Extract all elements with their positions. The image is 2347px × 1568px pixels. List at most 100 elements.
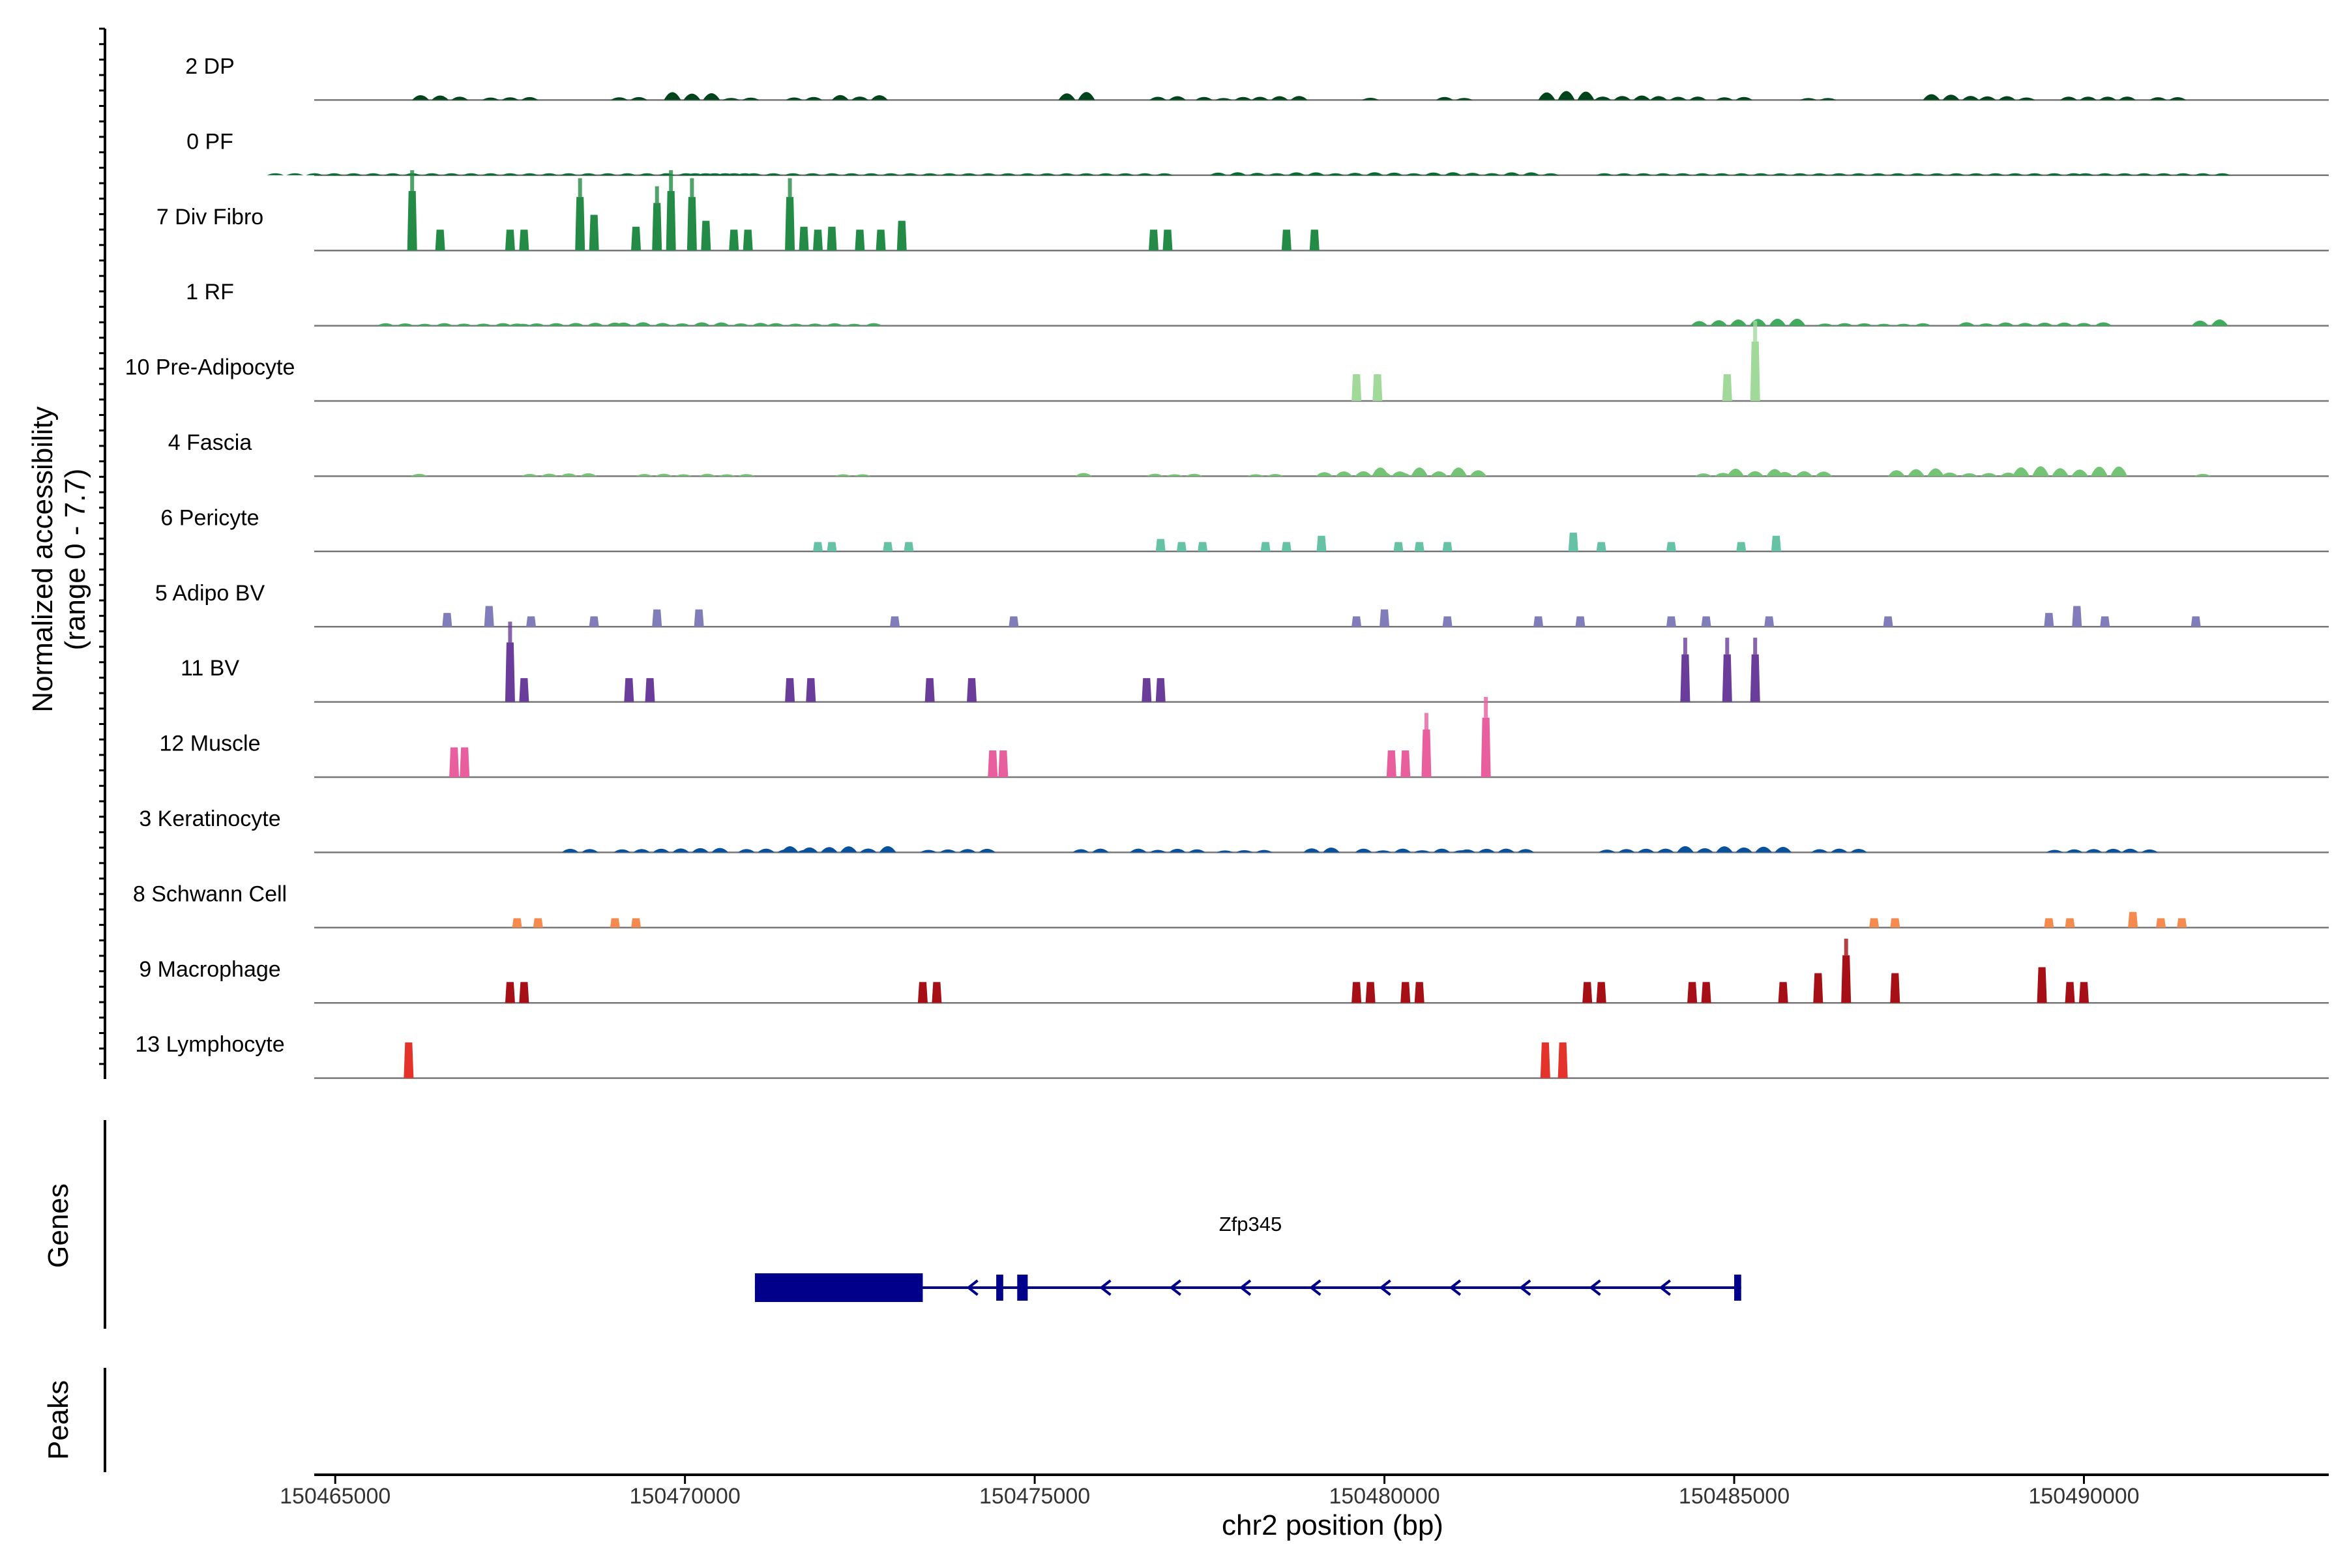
signal-mark xyxy=(2091,466,2108,477)
track-label: 1 RF xyxy=(186,280,234,304)
signal-mark xyxy=(1255,850,1273,853)
signal-mark xyxy=(1997,322,2015,326)
signal-mark xyxy=(745,173,763,175)
peak-mark xyxy=(505,642,515,702)
signal-mark xyxy=(1947,173,1965,175)
peak-mark xyxy=(1372,374,1383,401)
signal-mark xyxy=(1980,473,1998,477)
signal-mark xyxy=(758,848,775,853)
signal-mark xyxy=(1185,473,1203,477)
track-0: 2 DP xyxy=(185,54,2329,101)
track-label: 11 BV xyxy=(181,656,239,681)
signal-mark xyxy=(2118,96,2136,100)
peak-mark xyxy=(1162,229,1173,251)
signal-mark xyxy=(863,173,880,175)
peak-mark xyxy=(1009,616,1019,627)
peak-mark xyxy=(1596,542,1606,552)
signal-mark xyxy=(1078,92,1095,100)
genes-panel-label: Genes xyxy=(42,1183,74,1268)
peak-mark xyxy=(1149,229,1159,251)
peak-mark xyxy=(1582,982,1593,1003)
signal-mark xyxy=(1455,98,1473,100)
peak-mark xyxy=(575,197,585,251)
signal-mark xyxy=(738,474,756,477)
signal-mark xyxy=(1522,172,1540,175)
peaks-panel-label: Peaks xyxy=(42,1380,74,1460)
signal-mark xyxy=(1799,98,1817,100)
peak-mark xyxy=(1380,609,1390,627)
signal-mark xyxy=(726,173,743,175)
signal-mark xyxy=(851,96,868,100)
peak-mark xyxy=(1890,973,1900,1003)
signal-mark xyxy=(804,173,821,175)
signal-mark xyxy=(1430,471,1448,477)
signal-mark xyxy=(840,846,857,853)
signal-mark xyxy=(482,173,499,175)
track-label: 13 Lymphocyte xyxy=(135,1032,284,1057)
track-label: 0 PF xyxy=(186,129,233,154)
signal-mark xyxy=(1926,468,1944,477)
signal-mark xyxy=(1271,96,1288,100)
signal-mark xyxy=(1819,98,1837,100)
signal-mark xyxy=(1394,848,1411,853)
signal-mark xyxy=(1166,474,1183,477)
track-1: 0 PF xyxy=(186,129,2329,177)
peak-spike xyxy=(1683,638,1687,655)
signal-mark xyxy=(1889,173,1906,175)
track-label: 3 Keratinocyte xyxy=(139,806,280,831)
peak-mark xyxy=(743,229,753,251)
signal-mark xyxy=(859,848,877,853)
signal-mark xyxy=(1058,173,1076,175)
signal-mark xyxy=(377,323,394,326)
signal-mark xyxy=(1327,173,1344,175)
signal-mark xyxy=(1374,850,1392,853)
signal-mark xyxy=(1942,95,1960,100)
signal-mark xyxy=(846,323,863,326)
peak-spike xyxy=(788,178,792,198)
peak-mark xyxy=(589,616,599,627)
peak-mark xyxy=(1281,542,1292,552)
signal-mark xyxy=(1895,323,1912,326)
signal-mark xyxy=(711,848,729,853)
signal-mark xyxy=(587,323,604,326)
signal-mark xyxy=(1755,846,1773,853)
peak-mark xyxy=(512,918,522,928)
signal-mark xyxy=(820,847,838,853)
peak-mark xyxy=(1750,654,1760,702)
peak-mark xyxy=(1316,535,1327,552)
peak-mark xyxy=(1365,982,1376,1003)
signal-mark xyxy=(786,97,803,100)
signal-mark xyxy=(560,473,578,477)
signal-mark xyxy=(634,322,652,326)
peak-mark xyxy=(1351,982,1362,1003)
peak-mark xyxy=(631,226,642,251)
signal-mark xyxy=(540,473,558,477)
signal-mark xyxy=(805,96,823,100)
signal-mark xyxy=(2116,173,2133,175)
signal-mark xyxy=(1693,173,1711,175)
signal-mark xyxy=(412,95,430,100)
signal-mark xyxy=(1248,173,1266,175)
peak-mark xyxy=(2065,918,2075,928)
track-label: 12 Muscle xyxy=(160,732,261,756)
peak-mark xyxy=(652,609,662,627)
signal-mark xyxy=(2065,173,2082,175)
signal-mark xyxy=(1816,323,1834,326)
signal-mark xyxy=(1594,96,1612,100)
gene-layer xyxy=(754,1273,1741,1302)
signal-mark xyxy=(1732,173,1750,175)
signal-mark xyxy=(713,322,730,326)
signal-mark xyxy=(1362,97,1380,100)
signal-mark xyxy=(610,97,628,100)
peak-mark xyxy=(1155,539,1166,552)
signal-mark xyxy=(831,95,849,100)
peak-mark xyxy=(1176,542,1187,552)
signal-mark xyxy=(1458,849,1476,853)
track-label: 9 Macrophage xyxy=(139,957,280,982)
signal-mark xyxy=(1810,173,1828,175)
signal-mark xyxy=(2174,173,2192,175)
signal-mark xyxy=(1483,173,1501,175)
signal-mark xyxy=(1156,173,1174,175)
peak-mark xyxy=(701,220,711,251)
signal-mark xyxy=(1923,94,1940,100)
